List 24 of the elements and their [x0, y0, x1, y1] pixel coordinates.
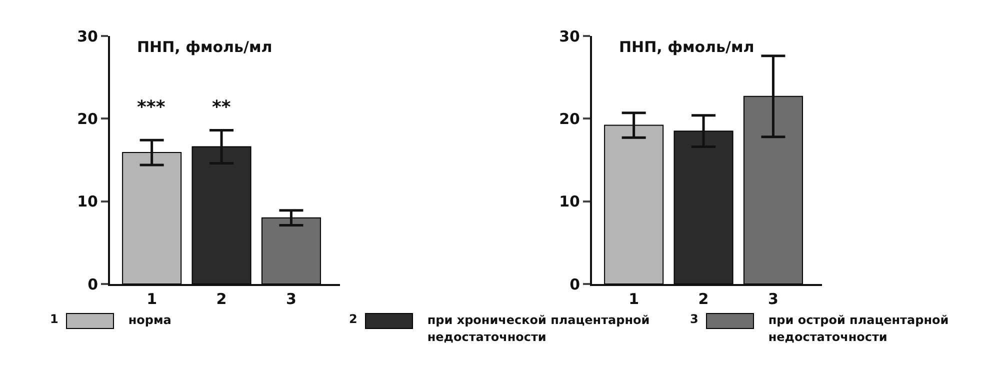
- x-tick-label: 3: [286, 290, 296, 308]
- x-tick-label: 2: [698, 290, 709, 308]
- y-tick-label: 20: [77, 110, 98, 128]
- y-axis-title: ПНП, фмоль/мл: [137, 38, 272, 56]
- y-axis-title: ПНП, фмоль/мл: [619, 38, 754, 56]
- y-tick-label: 0: [88, 275, 98, 294]
- legend-label: при хронической плацентарной недостаточности: [427, 312, 651, 346]
- y-tick-label: 30: [559, 27, 580, 46]
- x-tick-label: 1: [146, 290, 158, 308]
- y-tick-label: 10: [77, 192, 98, 211]
- legend-label: при острой плацентарной недостаточности: [768, 312, 950, 346]
- x-tick-label: 2: [216, 290, 227, 308]
- y-tick-label: 30: [77, 27, 98, 46]
- annotation: **: [212, 97, 232, 118]
- y-tick-label: 0: [570, 275, 580, 294]
- category-label: 3: [690, 312, 698, 326]
- annotation: ***: [137, 97, 166, 118]
- legend-label: норма: [128, 312, 172, 329]
- category-label: 1: [50, 312, 58, 326]
- y-tick-label: 20: [559, 110, 580, 128]
- x-tick-label: 3: [768, 290, 778, 308]
- y-tick-label: 10: [559, 192, 580, 211]
- x-tick-label: 1: [628, 290, 640, 308]
- category-label: 2: [349, 312, 358, 326]
